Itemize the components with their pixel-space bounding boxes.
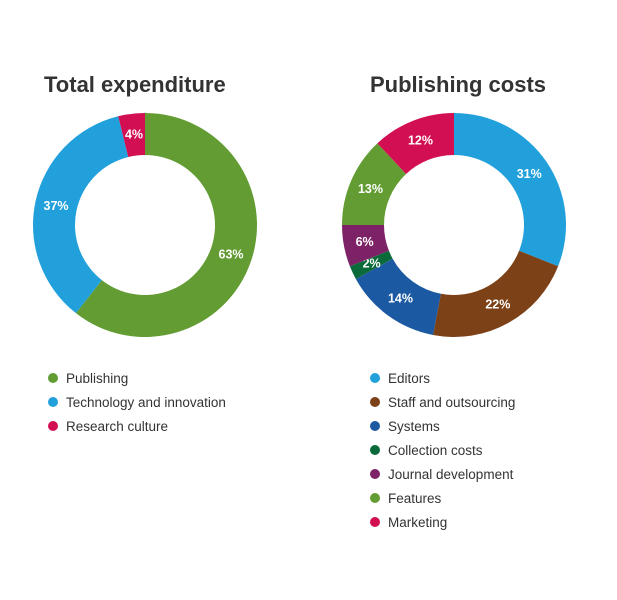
- data-label-marketing: 12%: [408, 133, 433, 147]
- slice-marketing: [377, 113, 454, 174]
- chart-title: Publishing costs: [370, 72, 547, 97]
- chart-title: Total expenditure: [44, 72, 226, 97]
- data-label-systems: 14%: [388, 292, 413, 306]
- data-label-publishing: 63%: [219, 248, 244, 262]
- data-label-editors: 31%: [517, 167, 542, 181]
- legend-label: Staff and outsourcing: [388, 394, 516, 410]
- slice-features: [342, 143, 407, 225]
- legend-item-features: Features: [370, 486, 515, 510]
- slice-research-culture: [118, 113, 145, 158]
- legend-swatch: [48, 397, 58, 407]
- legend-item-editors: Editors: [370, 366, 515, 390]
- legend-item-systems: Systems: [370, 414, 515, 438]
- slice-collection-costs: [349, 250, 393, 279]
- data-label-journal-development: 6%: [356, 235, 374, 249]
- slice-journal-development: [342, 225, 389, 267]
- data-label-research-culture: 4%: [125, 128, 143, 142]
- slice-editors: [454, 113, 566, 267]
- legend-swatch: [48, 421, 58, 431]
- data-label-features: 13%: [358, 182, 383, 196]
- publishing-costs-donut: 31% 22% 14% 2% 6% 13% 12%: [342, 113, 566, 337]
- legend-swatch: [370, 469, 380, 479]
- slice-technology-and-innovation: [33, 116, 129, 314]
- legend-label: Features: [388, 490, 442, 506]
- legend-label: Marketing: [388, 514, 448, 530]
- legend-item-marketing: Marketing: [370, 510, 515, 534]
- data-label-technology-and-innovation: 37%: [44, 199, 69, 213]
- legend-swatch: [370, 421, 380, 431]
- legend-label: Systems: [388, 418, 440, 434]
- legend-label: Technology and innovation: [66, 394, 226, 410]
- legend-item-publishing: Publishing: [48, 366, 226, 390]
- chart-legend: Editors Staff and outsourcing Systems Colle…: [370, 366, 515, 534]
- legend-swatch: [370, 397, 380, 407]
- legend-item-collection-costs: Collection costs: [370, 438, 515, 462]
- legend-label: Research culture: [66, 418, 169, 434]
- legend-label: Collection costs: [388, 442, 483, 458]
- data-label-staff-and-outsourcing: 22%: [485, 298, 510, 312]
- legend-item-staff-and-outsourcing: Staff and outsourcing: [370, 390, 515, 414]
- legend-item-technology-and-innovation: Technology and innovation: [48, 390, 226, 414]
- legend-swatch: [370, 517, 380, 527]
- slice-staff-and-outsourcing: [433, 250, 559, 337]
- legend-swatch: [370, 445, 380, 455]
- legend-swatch: [370, 373, 380, 383]
- legend-label: Journal development: [388, 466, 514, 482]
- data-label-collection-costs: 2%: [363, 257, 381, 271]
- slice-publishing: [75, 113, 257, 337]
- legend-label: Publishing: [66, 370, 129, 386]
- chart-legend: Publishing Technology and innovation Resea…: [48, 366, 226, 438]
- legend-swatch: [370, 493, 380, 503]
- legend-label: Editors: [388, 370, 431, 386]
- legend-swatch: [48, 373, 58, 383]
- slice-systems: [355, 258, 441, 336]
- total-expenditure-donut: 63% 37% 4%: [33, 113, 257, 337]
- legend-item-research-culture: Research culture: [48, 414, 226, 438]
- legend-item-journal-development: Journal development: [370, 462, 515, 486]
